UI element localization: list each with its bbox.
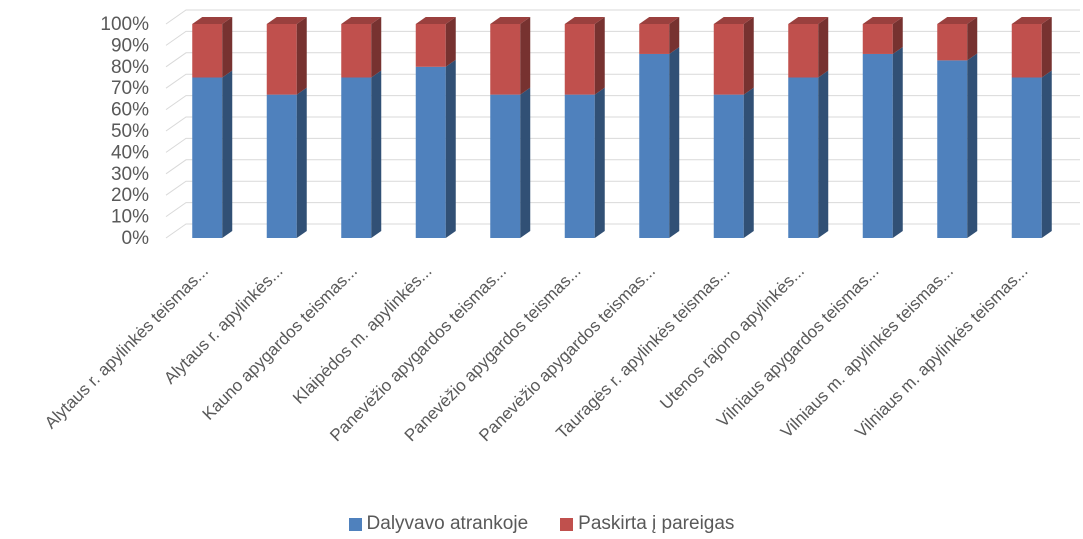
bar-side xyxy=(744,88,754,238)
bar-segment xyxy=(267,88,307,238)
bar-front xyxy=(714,24,744,95)
y-tick-label: 60% xyxy=(111,100,149,121)
y-tick-label: 20% xyxy=(111,185,149,206)
bar-front xyxy=(565,95,595,238)
bar-front xyxy=(192,78,222,239)
x-axis-category-labels: Alytaus r. apylinkės teismas...Alytaus r… xyxy=(41,261,1032,445)
bar-side xyxy=(520,17,530,95)
bar-side xyxy=(818,71,828,239)
bar-side xyxy=(1042,17,1052,78)
bar-front xyxy=(565,24,595,95)
bar-segment xyxy=(639,47,679,238)
y-axis-tick-labels: 0%10%20%30%40%50%60%70%80%90%100% xyxy=(100,14,149,249)
bar-segment xyxy=(192,71,232,239)
bar-front xyxy=(863,24,893,54)
bar-segment xyxy=(639,17,679,54)
bar-side xyxy=(520,88,530,238)
bar-front xyxy=(416,24,446,67)
bar-front xyxy=(788,24,818,78)
bar-segment xyxy=(788,71,828,239)
bar-segment xyxy=(863,47,903,238)
bar-segment xyxy=(416,17,456,67)
bar-side xyxy=(297,17,307,95)
bar-segment xyxy=(937,53,977,238)
bar-front xyxy=(1012,24,1042,78)
bar-front xyxy=(267,95,297,238)
bar-segment xyxy=(565,17,605,95)
bar-segment xyxy=(490,88,530,238)
bar-segment xyxy=(937,17,977,60)
bar-side xyxy=(1042,71,1052,239)
bar-front xyxy=(1012,78,1042,239)
bar-side xyxy=(818,17,828,78)
y-tick-label: 100% xyxy=(100,14,149,35)
bar-side xyxy=(893,47,903,238)
bar-side xyxy=(669,47,679,238)
y-tick-label: 10% xyxy=(111,207,149,228)
bar-segment xyxy=(1012,71,1052,239)
bar-side xyxy=(967,17,977,60)
y-tick-label: 50% xyxy=(111,121,149,142)
bar-segment xyxy=(267,17,307,95)
bar-front xyxy=(937,24,967,60)
bar-side xyxy=(371,71,381,239)
bar-side xyxy=(222,71,232,239)
bar-side xyxy=(744,17,754,95)
bars xyxy=(192,17,1052,238)
bar-side xyxy=(595,88,605,238)
bar-segment xyxy=(714,17,754,95)
x-category-label: Vilniaus apygardos teismas... xyxy=(713,261,883,431)
bar-segment xyxy=(565,88,605,238)
bar-front xyxy=(639,24,669,54)
bar-segment xyxy=(1012,17,1052,78)
bar-front xyxy=(788,78,818,239)
legend-swatch-series-2 xyxy=(560,518,573,531)
y-tick-label: 70% xyxy=(111,78,149,99)
bar-segment xyxy=(714,88,754,238)
bar-side xyxy=(297,88,307,238)
x-category-label: Utenos rajono apylinkės... xyxy=(656,261,808,413)
bar-side xyxy=(222,17,232,78)
bar-segment xyxy=(490,17,530,95)
bar-front xyxy=(937,60,967,238)
bar-front xyxy=(863,54,893,238)
legend-label-series-2: Paskirta į pareigas xyxy=(578,513,734,535)
legend-swatch-series-1 xyxy=(349,518,362,531)
bar-front xyxy=(490,24,520,95)
y-tick-label: 80% xyxy=(111,57,149,78)
bar-front xyxy=(416,67,446,238)
y-tick-label: 90% xyxy=(111,35,149,56)
bar-front xyxy=(341,78,371,239)
bar-front xyxy=(490,95,520,238)
y-tick-label: 30% xyxy=(111,164,149,185)
bar-segment xyxy=(416,60,456,238)
y-tick-label: 0% xyxy=(122,228,150,249)
bar-front xyxy=(341,24,371,78)
x-category-label: Kauno apygardos teismas... xyxy=(199,261,361,423)
bar-side xyxy=(446,17,456,67)
bar-front xyxy=(714,95,744,238)
bar-segment xyxy=(788,17,828,78)
legend-item-series-1: Dalyvavo atrankoje xyxy=(349,513,529,535)
bar-segment xyxy=(341,71,381,239)
bar-front xyxy=(192,24,222,78)
legend-item-series-2: Paskirta į pareigas xyxy=(560,513,734,535)
x-category-label: Klaipėdos m. apylinkės... xyxy=(289,261,435,407)
bar-side xyxy=(595,17,605,95)
y-tick-label: 40% xyxy=(111,142,149,163)
legend-label-series-1: Dalyvavo atrankoje xyxy=(367,513,529,535)
bar-segment xyxy=(863,17,903,54)
legend: Dalyvavo atrankoje Paskirta į pareigas xyxy=(0,512,1083,536)
bar-segment xyxy=(192,17,232,78)
bar-side xyxy=(371,17,381,78)
bar-front xyxy=(639,54,669,238)
bar-segment xyxy=(341,17,381,78)
bar-side xyxy=(446,60,456,238)
bar-side xyxy=(967,53,977,238)
bar-front xyxy=(267,24,297,95)
